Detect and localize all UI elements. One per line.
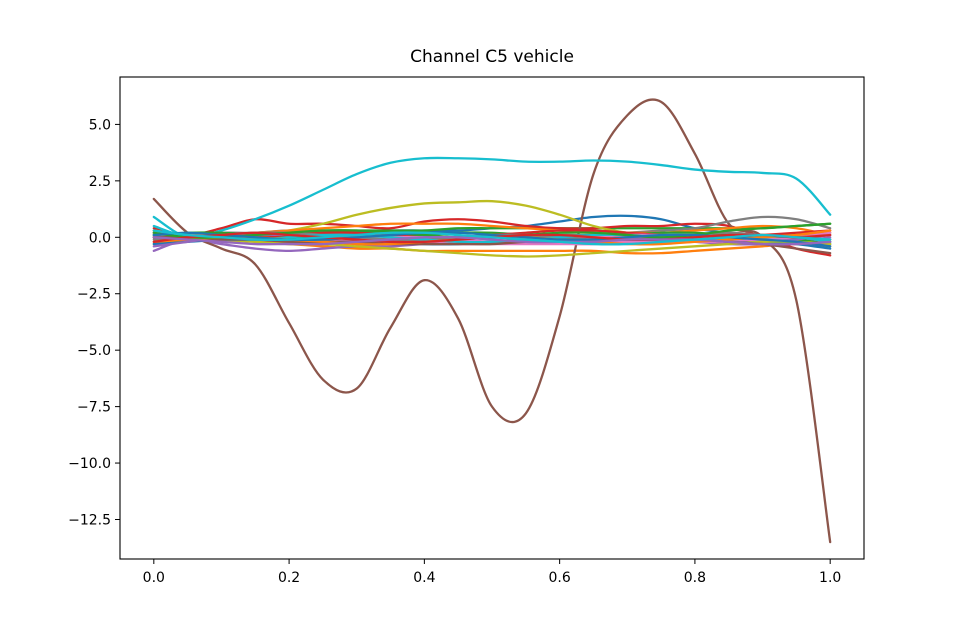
y-tick-label: −5.0: [77, 343, 111, 359]
y-tick-label: 5.0: [89, 117, 111, 133]
chart-title: Channel C5 vehicle: [410, 47, 574, 67]
y-tick-label: −7.5: [77, 400, 111, 416]
x-tick-label: 0.8: [684, 570, 706, 586]
plot-area-frame: [119, 76, 865, 560]
y-tick-label: 2.5: [89, 174, 111, 190]
x-tick-label: 0.0: [143, 570, 165, 586]
series-line-25: [152, 235, 832, 246]
series-line-6: [152, 98, 832, 544]
x-tick-label: 1.0: [819, 570, 841, 586]
y-tick-label: −12.5: [68, 512, 111, 528]
series-layer: [152, 98, 832, 544]
x-tick-label: 0.2: [278, 570, 300, 586]
series-line-26: [152, 229, 832, 246]
x-tick-label: 0.4: [413, 570, 435, 586]
y-tick-label: 0.0: [89, 230, 111, 246]
series-line-18: [152, 229, 832, 258]
y-axis: 5.0 2.5 0.0 −2.5 −5.0 −7.5 −10.0 −12.5: [68, 117, 120, 528]
y-tick-label: −2.5: [77, 287, 111, 303]
y-tick-label: −10.0: [68, 456, 111, 472]
x-tick-label: 0.6: [549, 570, 571, 586]
x-axis: 0.0 0.2 0.4 0.6 0.8 1.0: [143, 559, 841, 586]
series-line-10: [152, 156, 832, 239]
